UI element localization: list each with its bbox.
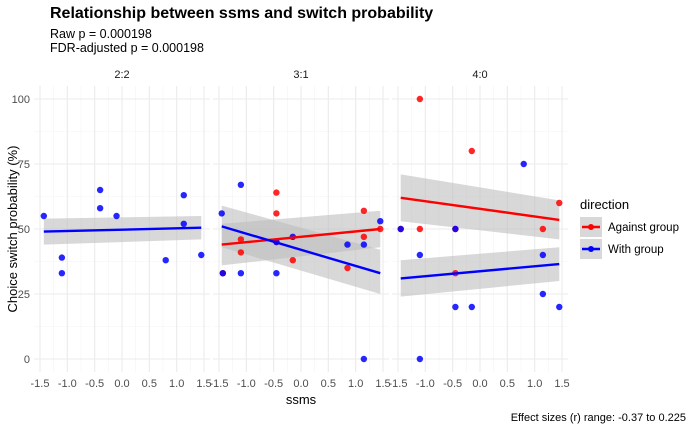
- data-point-with: [180, 192, 187, 199]
- data-point-with: [162, 257, 169, 264]
- data-point-against: [416, 95, 424, 103]
- x-tick-label: 1.5: [196, 378, 211, 390]
- data-point-against: [237, 236, 245, 243]
- facet-strip-label: 4:0: [472, 69, 487, 81]
- data-point-with: [237, 270, 245, 277]
- data-point-against: [360, 207, 368, 214]
- data-point-against: [539, 225, 547, 233]
- data-point-with: [237, 181, 245, 188]
- legend-item-with: With group: [580, 239, 664, 259]
- data-point-against: [289, 257, 296, 264]
- data-point-with: [416, 251, 424, 259]
- y-axis-label: Choice switch probability (%): [5, 146, 20, 313]
- x-tick-label: 0.5: [321, 378, 336, 390]
- x-tick-label: -1.5: [31, 378, 50, 390]
- data-point-with: [452, 303, 459, 311]
- data-point-with: [113, 212, 120, 220]
- x-tick-label: -1.0: [58, 378, 77, 390]
- legend-item-against: Against group: [580, 217, 679, 237]
- data-point-with: [556, 303, 563, 311]
- y-tick-label: 0: [24, 354, 30, 366]
- y-tick-label: 75: [18, 159, 30, 171]
- x-tick-label: 0.0: [114, 378, 129, 390]
- fit-line-against: [400, 196, 560, 222]
- data-point-with: [360, 241, 368, 248]
- x-tick-label: -0.5: [85, 378, 104, 390]
- data-point-with: [96, 186, 104, 194]
- x-tick-label: 1.5: [554, 378, 569, 390]
- chart-title: Relationship between ssms and switch pro…: [50, 5, 434, 22]
- facet-strip-label: 2:2: [114, 69, 129, 81]
- data-point-with: [198, 251, 205, 259]
- y-tick-label: 25: [18, 289, 30, 301]
- x-tick-label: 1.0: [169, 378, 184, 390]
- data-point-with: [180, 220, 187, 227]
- legend-label: Against group: [608, 222, 679, 234]
- confidence-ribbon-against: [400, 174, 560, 240]
- x-tick-label: 0.0: [293, 378, 308, 390]
- facet-panel-3-1: 3:1 -1.5 -1.0 -0.5 0.0 0.5 1.0 1.5: [210, 69, 391, 390]
- x-tick-label: -1.5: [389, 378, 408, 390]
- data-point-with: [273, 270, 280, 277]
- legend-title: direction: [580, 197, 629, 212]
- data-point-against: [273, 210, 280, 217]
- x-tick-label: -1.5: [210, 378, 229, 390]
- y-tick-label: 50: [18, 224, 30, 236]
- x-axis-label: ssms: [286, 392, 317, 407]
- data-point-with: [96, 205, 104, 212]
- data-point-with: [360, 355, 368, 363]
- data-point-with: [397, 225, 404, 233]
- data-point-with: [218, 210, 225, 217]
- legend-label: With group: [608, 244, 664, 256]
- data-point-with: [539, 290, 547, 298]
- x-tick-label: 0.5: [500, 378, 515, 390]
- x-tick-label: -1.0: [237, 378, 256, 390]
- data-point-with: [520, 160, 527, 168]
- data-point-with: [377, 218, 384, 225]
- data-point-against: [556, 199, 563, 207]
- data-point-with: [58, 254, 66, 261]
- data-point-against: [416, 225, 424, 233]
- y-tick-label: 100: [12, 94, 30, 106]
- legend-key-point: [588, 224, 594, 230]
- subtitle-fdr-p: FDR-adjusted p = 0.000198: [50, 41, 204, 55]
- data-point-against: [344, 264, 351, 272]
- facet-panel-4-0: 4:0 -1.5 -1.0 -0.5 0.0 0.5 1.0 1.5: [389, 69, 570, 390]
- data-point-against: [273, 189, 280, 196]
- data-point-with: [219, 270, 227, 277]
- data-point-against: [237, 249, 245, 256]
- x-tick-label: 1.5: [375, 378, 390, 390]
- data-point-with: [344, 241, 351, 248]
- facet-strip-label: 3:1: [293, 69, 308, 81]
- data-point-against: [360, 233, 368, 240]
- data-point-with: [468, 303, 475, 311]
- x-tick-label: 1.0: [348, 378, 363, 390]
- x-tick-label: 1.0: [527, 378, 542, 390]
- x-tick-label: -0.5: [443, 378, 462, 390]
- data-point-with: [40, 212, 48, 220]
- fit-line-with: [43, 226, 202, 233]
- data-point-with: [58, 270, 66, 277]
- subtitle-raw-p: Raw p = 0.000198: [50, 27, 152, 41]
- facet-panels: 2:2 -1.5 -1.0 -0.5 0.0 0.5 1.0 1.5 0 25 50 75 100 3:1…: [12, 69, 570, 390]
- effect-size-caption: Effect sizes (r) range: -0.37 to 0.225: [510, 412, 686, 424]
- data-point-against: [468, 147, 475, 155]
- legend-key-point: [588, 246, 594, 252]
- x-tick-label: 0.5: [142, 378, 157, 390]
- fit-line-with: [400, 262, 560, 280]
- facet-panel-2-2: 2:2 -1.5 -1.0 -0.5 0.0 0.5 1.0 1.5 0 25 50 75 100: [12, 69, 212, 390]
- legend: direction Against group With group: [580, 197, 679, 259]
- fit-line-with: [221, 225, 381, 275]
- x-tick-label: -0.5: [264, 378, 283, 390]
- data-point-with: [452, 225, 459, 233]
- data-point-with: [416, 355, 424, 363]
- data-point-with: [539, 251, 547, 259]
- x-tick-label: 0.0: [472, 378, 487, 390]
- fit-line-against: [221, 227, 381, 246]
- x-tick-label: -1.0: [416, 378, 435, 390]
